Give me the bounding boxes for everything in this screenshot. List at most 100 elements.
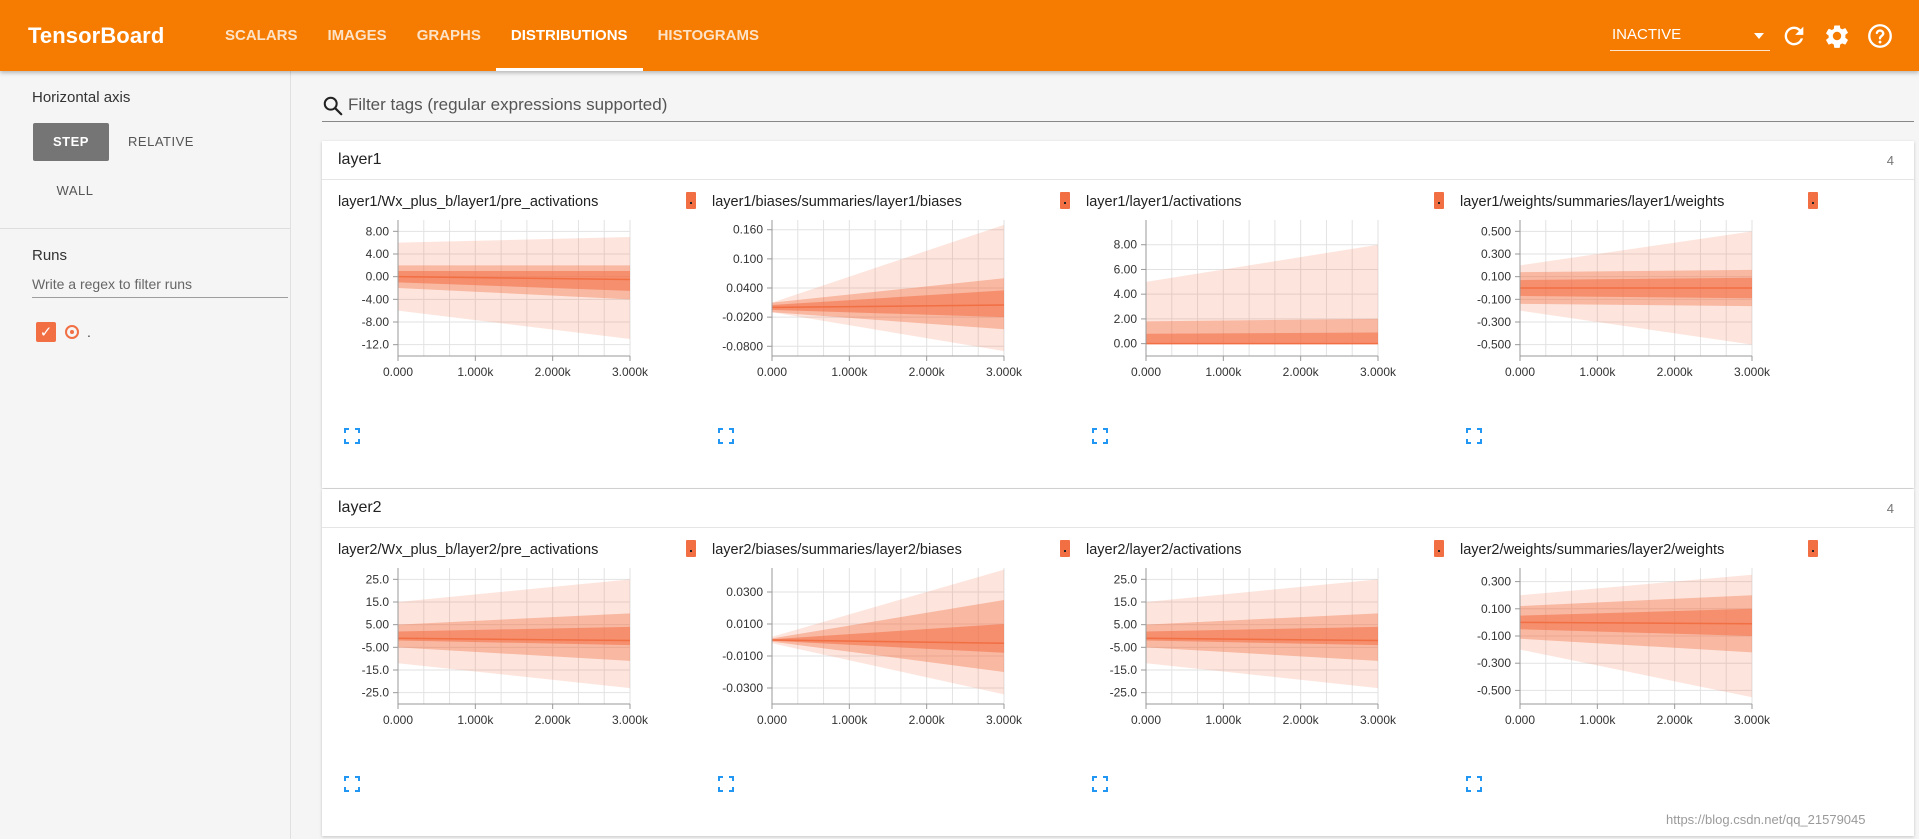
median-line — [397, 275, 631, 281]
fullscreen-icon[interactable] — [718, 776, 734, 792]
run-radio[interactable] — [65, 325, 79, 339]
run-color-badge — [1434, 540, 1444, 557]
tab-distributions[interactable]: DISTRIBUTIONS — [495, 0, 643, 71]
card-title: layer1/layer1/activations — [1086, 194, 1242, 210]
fullscreen-icon[interactable] — [1092, 428, 1108, 444]
chart-grid — [771, 220, 1005, 356]
x-tick-label: 1.000k — [831, 365, 868, 379]
runs-filter-input[interactable] — [32, 271, 288, 298]
axis-step-button[interactable]: STEP — [33, 123, 109, 161]
tab-images[interactable]: IMAGES — [327, 27, 387, 44]
fullscreen-icon[interactable] — [1466, 428, 1482, 444]
category-header[interactable]: layer1 4 — [322, 141, 1914, 180]
y-tick-label: 0.0100 — [726, 617, 763, 631]
y-tick-label: 4.00 — [366, 247, 390, 261]
y-tick-label: 0.00 — [1114, 337, 1138, 351]
x-tick-label: 0.000 — [757, 365, 787, 379]
card-title: layer2/biases/summaries/layer2/biases — [712, 542, 962, 558]
check-icon: ✓ — [39, 324, 53, 341]
card-title: layer1/biases/summaries/layer1/biases — [712, 194, 962, 210]
x-tick-label: 0.000 — [1505, 365, 1535, 379]
distribution-chart: 0.500 0.300 0.100 -0.100 -0.300 -0.500 0.000 1.… — [1477, 220, 1771, 379]
card-title: layer1/weights/summaries/layer1/weights — [1460, 194, 1725, 210]
distribution-card: layer1/weights/summaries/layer1/weights … — [1444, 180, 1818, 480]
category-name: layer1 — [338, 151, 382, 168]
fullscreen-icon[interactable] — [718, 428, 734, 444]
x-tick-label: 3.000k — [986, 365, 1023, 379]
y-tick-label: 0.160 — [733, 223, 763, 237]
inactive-dashboards-dropdown[interactable]: INACTIVE — [1610, 22, 1770, 51]
tab-scalars[interactable]: SCALARS — [225, 27, 298, 44]
x-tick-label: 0.000 — [383, 713, 413, 727]
y-tick-label: 15.0 — [366, 595, 390, 609]
refresh-icon[interactable] — [1780, 22, 1808, 50]
y-tick-label: 0.300 — [1481, 247, 1511, 261]
fullscreen-icon[interactable] — [1092, 776, 1108, 792]
tag-filter-bar — [322, 91, 1914, 122]
tab-histograms[interactable]: HISTOGRAMS — [657, 27, 759, 44]
y-tick-label: -0.0200 — [722, 310, 763, 324]
x-tick-label: 2.000k — [909, 365, 946, 379]
tab-graphs[interactable]: GRAPHS — [416, 27, 481, 44]
category-count: 4 — [1886, 501, 1894, 516]
y-tick-label: -0.100 — [1477, 292, 1511, 306]
distribution-card: layer2/biases/summaries/layer2/biases 0.… — [696, 528, 1070, 828]
y-tick-label: -0.300 — [1477, 656, 1511, 670]
x-tick-label: 2.000k — [1283, 713, 1320, 727]
y-tick-label: -0.0800 — [722, 339, 763, 353]
distribution-card: layer1/layer1/activations 8.00 6.00 4.00 2.… — [1070, 180, 1444, 480]
run-checkbox[interactable]: ✓ — [36, 322, 56, 342]
run-color-badge — [1434, 192, 1444, 209]
category-header[interactable]: layer2 4 — [322, 489, 1914, 528]
fullscreen-icon[interactable] — [344, 776, 360, 792]
run-label: . — [87, 324, 91, 340]
chevron-down-icon — [1754, 33, 1764, 39]
run-color-badge — [1808, 540, 1818, 557]
runs-title: Runs — [32, 247, 68, 264]
x-tick-label: 0.000 — [1131, 713, 1161, 727]
x-tick-label: 3.000k — [612, 365, 649, 379]
x-tick-label: 2.000k — [535, 365, 572, 379]
y-tick-label: -12.0 — [362, 338, 390, 352]
y-tick-label: 0.300 — [1481, 575, 1511, 589]
nav-tabs: SCALARS IMAGES GRAPHS DISTRIBUTIONS HIST… — [210, 0, 774, 71]
y-tick-label: 25.0 — [366, 572, 390, 586]
y-tick-label: -15.0 — [1110, 663, 1138, 677]
y-tick-label: 0.100 — [733, 252, 763, 266]
x-tick-label: 0.000 — [1505, 713, 1535, 727]
fullscreen-icon[interactable] — [1466, 776, 1482, 792]
tag-filter-input[interactable] — [348, 93, 1848, 117]
y-tick-label: 15.0 — [1114, 595, 1138, 609]
distribution-band — [772, 224, 1004, 352]
x-tick-label: 1.000k — [457, 713, 494, 727]
category-layer2: layer2 4 layer2/Wx_plus_b/layer2/pre_act… — [322, 489, 1914, 836]
distribution-band — [772, 624, 1004, 653]
distribution-chart: 0.160 0.100 0.0400 -0.0200 -0.0800 0.000 1.000… — [722, 220, 1023, 379]
y-tick-label: -0.500 — [1477, 683, 1511, 697]
card-title: layer1/Wx_plus_b/layer1/pre_activations — [338, 194, 599, 210]
dropdown-value: INACTIVE — [1612, 26, 1682, 43]
distribution-chart: 0.300 0.100 -0.100 -0.300 -0.500 0.000 1.000k 2… — [1477, 568, 1771, 727]
y-tick-label: -0.500 — [1477, 338, 1511, 352]
y-tick-label: -5.00 — [362, 640, 390, 654]
settings-icon[interactable] — [1823, 22, 1851, 50]
y-tick-label: 0.100 — [1481, 602, 1511, 616]
horizontal-axis-title: Horizontal axis — [32, 89, 131, 106]
help-icon[interactable] — [1866, 22, 1894, 50]
median-line — [397, 637, 631, 642]
distribution-card: layer1/biases/summaries/layer1/biases 0.… — [696, 180, 1070, 480]
x-tick-label: 1.000k — [1579, 713, 1616, 727]
distribution-band — [398, 271, 630, 291]
fullscreen-icon[interactable] — [344, 428, 360, 444]
distribution-card: layer2/Wx_plus_b/layer2/pre_activations … — [322, 528, 696, 828]
y-tick-label: 0.0300 — [726, 585, 763, 599]
x-tick-label: 1.000k — [1205, 713, 1242, 727]
y-tick-label: 0.100 — [1481, 270, 1511, 284]
axis-relative-button[interactable]: RELATIVE — [128, 134, 194, 149]
run-color-badge — [686, 540, 696, 557]
y-tick-label: 0.00 — [366, 270, 390, 284]
axis-wall-button[interactable]: WALL — [56, 183, 94, 198]
app-title: TensorBoard — [28, 23, 165, 48]
y-tick-label: -25.0 — [1110, 686, 1138, 700]
x-tick-label: 3.000k — [1360, 365, 1397, 379]
